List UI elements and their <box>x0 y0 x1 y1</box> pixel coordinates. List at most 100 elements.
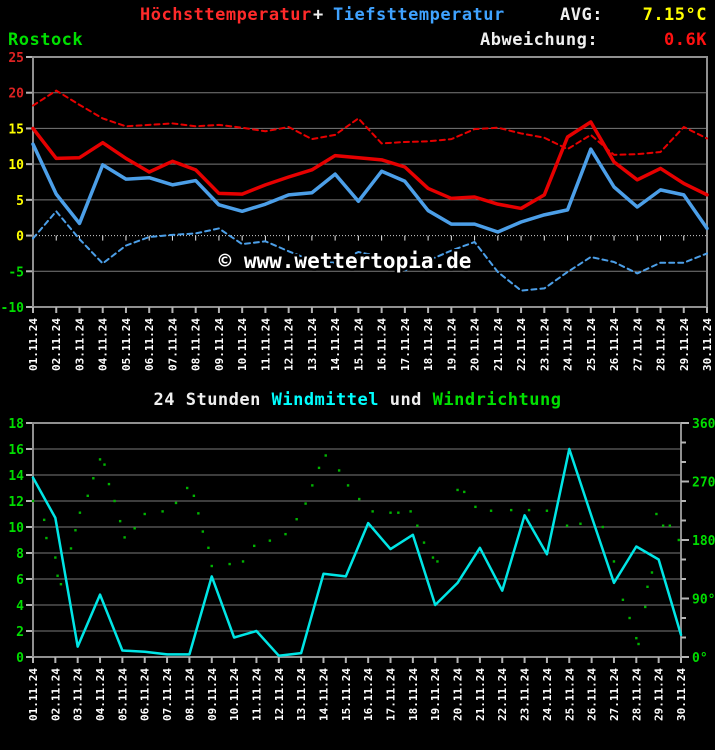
x-tick-label: 13.11.24 <box>306 318 319 371</box>
wind-direction-dot <box>579 522 582 525</box>
x-tick-label: 22.11.24 <box>515 318 528 371</box>
x-tick-label: 01.11.24 <box>27 318 40 371</box>
wind-direction-dot <box>210 564 213 568</box>
x-tick-label: 03.11.24 <box>72 668 85 721</box>
wind-title-windrichtung: Windrichtung <box>432 390 562 410</box>
series-max_dashed_reference <box>32 89 708 156</box>
wind-direction-dot <box>59 583 63 586</box>
wind-title-und: und <box>378 390 433 410</box>
x-tick-label: 02.11.24 <box>50 318 63 371</box>
avg-value: 7.15°C <box>642 5 707 25</box>
wind-direction-dot <box>45 536 48 540</box>
legend-hoechsttemperatur: Höchsttemperatur <box>140 5 312 25</box>
x-tick-label: 27.11.24 <box>608 668 621 721</box>
x-tick-label: 09.11.24 <box>206 668 219 721</box>
wind-direction-dot <box>113 499 116 503</box>
wind-direction-dot <box>650 571 654 574</box>
x-tick-label: 24.11.24 <box>541 668 554 721</box>
x-tick-label: 11.11.24 <box>250 668 263 721</box>
y-right-tick-label: 0° <box>692 651 708 666</box>
wind-direction-dot <box>228 562 231 566</box>
x-tick-label: 30.11.24 <box>675 668 688 721</box>
wind-direction-dot <box>621 598 625 601</box>
x-tick-label: 06.11.24 <box>139 668 152 721</box>
wind-direction-dot <box>103 463 106 466</box>
wind-direction-dot <box>123 536 126 539</box>
wind-direction-dot <box>31 499 35 503</box>
deviation-value: 0.6K <box>664 30 707 50</box>
wind-direction-dot <box>69 547 73 550</box>
wind-direction-dot <box>253 544 256 548</box>
wind-direction-dot <box>107 482 111 486</box>
x-tick-label: 22.11.24 <box>496 668 509 721</box>
y-right-tick-label: 270° <box>692 476 715 491</box>
wind-direction-dot <box>197 512 200 515</box>
y-tick-label: -5 <box>8 265 24 280</box>
y-tick-label: 0 <box>16 230 24 245</box>
plot-frame <box>32 422 682 658</box>
wind-direction-dot <box>241 560 245 563</box>
wind-direction-dot <box>655 512 658 516</box>
wind-direction-dot <box>161 510 164 513</box>
wind-direction-dot <box>397 511 400 514</box>
x-tick-label: 23.11.24 <box>519 668 532 721</box>
x-tick-label: 14.11.24 <box>317 668 330 721</box>
wind-direction-dot <box>416 524 419 527</box>
series-Tiefsttemperatur <box>31 142 709 234</box>
legend-plus: + <box>313 5 324 25</box>
y-left-tick-label: 10 <box>8 521 24 536</box>
wind-direction-dot <box>295 518 298 521</box>
wind-direction-dot <box>56 574 59 577</box>
x-tick-label: 05.11.24 <box>120 318 133 371</box>
wind-title-prefix: 24 Stunden <box>153 390 272 410</box>
wind-direction-dot <box>143 512 146 516</box>
wind-direction-dot <box>42 518 46 522</box>
wind-direction-dot <box>646 585 649 588</box>
x-tick-label: 26.11.24 <box>586 668 599 721</box>
x-tick-label: 10.11.24 <box>228 668 241 721</box>
plot-frame <box>32 56 708 308</box>
wind-direction-dot <box>118 519 122 523</box>
wind-direction-dot <box>527 508 531 512</box>
y-right-tick-label: 180° <box>692 534 715 549</box>
series-min_dashed_reference <box>32 210 708 292</box>
x-tick-label: 19.11.24 <box>445 318 458 371</box>
wind-direction-dot <box>304 502 307 505</box>
x-tick-label: 10.11.24 <box>236 318 249 371</box>
wind-direction-dot <box>409 510 412 513</box>
wind-direction-dot <box>661 524 665 527</box>
x-tick-label: 27.11.24 <box>631 318 644 371</box>
x-tick-label: 16.11.24 <box>376 318 389 371</box>
x-tick-label: 04.11.24 <box>94 668 107 721</box>
x-tick-label: 25.11.24 <box>563 668 576 721</box>
wind-direction-dot <box>431 556 435 559</box>
y-left-tick-label: 8 <box>16 547 24 562</box>
wind-direction-dot <box>371 510 374 513</box>
x-tick-label: 01.11.24 <box>27 668 40 721</box>
x-tick-label: 21.11.24 <box>492 318 505 371</box>
x-tick-label: 28.11.24 <box>655 318 668 371</box>
y-right-tick-label: 360° <box>692 417 715 432</box>
x-tick-label: 03.11.24 <box>73 318 86 371</box>
wind-direction-dot <box>358 497 361 501</box>
x-tick-label: 07.11.24 <box>166 318 179 371</box>
wind-direction-dot <box>54 556 57 559</box>
wind-direction-dot <box>86 494 89 497</box>
wind-direction-dot <box>78 511 82 514</box>
legend-tiefsttemperatur: Tiefsttemperatur <box>333 5 505 25</box>
y-tick-label: -10 <box>1 301 25 316</box>
wind-direction-dot <box>98 458 102 461</box>
y-left-tick-label: 0 <box>16 651 24 666</box>
wind-direction-dot <box>346 484 350 487</box>
x-tick-label: 24.11.24 <box>562 318 575 371</box>
wind-direction-dot <box>389 511 392 514</box>
y-left-tick-label: 4 <box>16 599 24 614</box>
x-tick-label: 17.11.24 <box>399 318 412 371</box>
wind-direction-dot <box>311 484 314 487</box>
wind-direction-dot <box>74 529 77 532</box>
y-tick-label: 20 <box>8 87 24 102</box>
x-tick-label: 30.11.24 <box>701 318 714 371</box>
wind-direction-dot <box>317 466 321 470</box>
